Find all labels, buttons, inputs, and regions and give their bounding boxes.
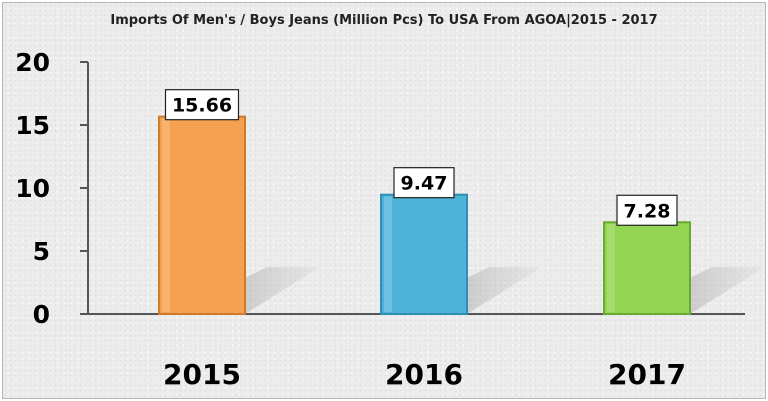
bar-chart: 0 5 10 15 20 15.66 2015 9.47 2016 7.28 2017 <box>15 48 765 391</box>
bar-highlight <box>607 224 615 312</box>
bar-2016 <box>380 193 468 315</box>
value-label-box <box>164 89 240 121</box>
bar-2015 <box>158 115 246 315</box>
bar-highlight <box>162 118 170 313</box>
x-tick-label: 2015 <box>163 358 241 391</box>
x-tick-label: 2016 <box>385 358 463 391</box>
bar-2017 <box>603 221 691 315</box>
y-tick-label: 20 <box>15 48 50 77</box>
value-label-box <box>393 167 455 199</box>
y-tick-label: 10 <box>15 174 50 203</box>
x-tick-label: 2017 <box>608 358 686 391</box>
y-tick-label: 0 <box>33 300 50 329</box>
bar-highlight <box>384 196 392 312</box>
chart-title: Imports Of Men's / Boys Jeans (Million P… <box>110 13 658 28</box>
y-tick-label: 5 <box>33 237 50 266</box>
value-label: 7.28 <box>624 200 671 222</box>
value-label: 9.47 <box>401 173 448 195</box>
value-label: 15.66 <box>172 95 232 117</box>
value-label-box <box>616 194 678 226</box>
y-tick-label: 15 <box>15 111 50 140</box>
